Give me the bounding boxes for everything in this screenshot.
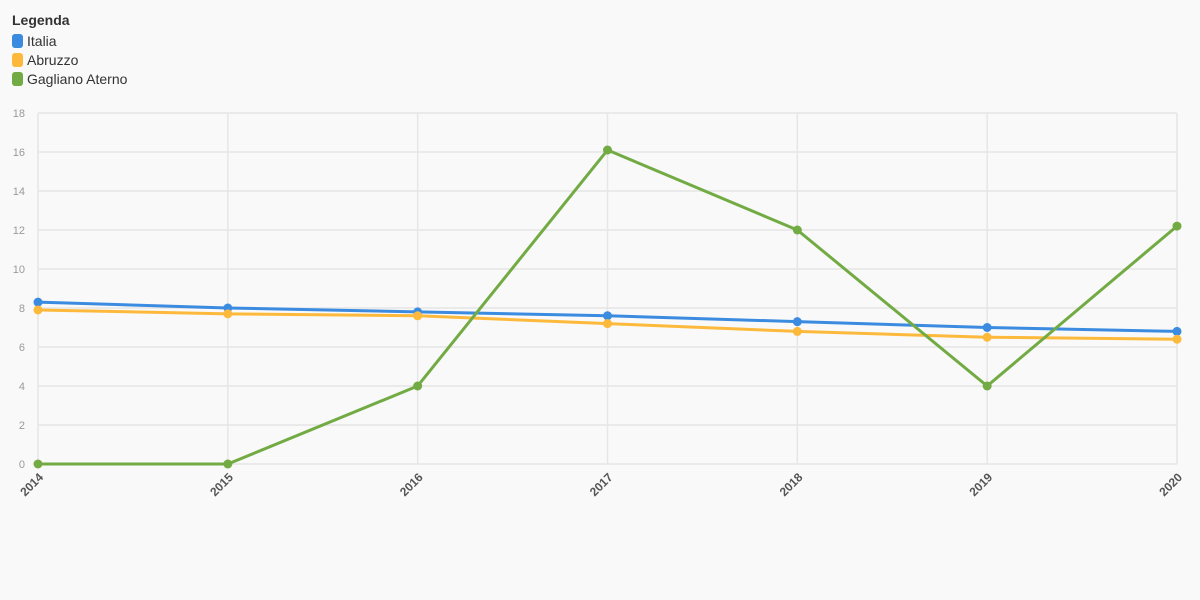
y-tick-label: 4 xyxy=(19,381,25,393)
legend-label-abruzzo: Abruzzo xyxy=(27,51,79,68)
series-gagliano-aterno xyxy=(33,145,1182,469)
data-point-abruzzo[interactable] xyxy=(33,305,43,315)
data-point-italia[interactable] xyxy=(33,297,43,307)
data-point-gagliano-aterno[interactable] xyxy=(413,381,423,391)
data-point-gagliano-aterno[interactable] xyxy=(1172,221,1182,231)
y-tick-label: 8 xyxy=(19,303,25,315)
x-tick-label: 2020 xyxy=(1156,470,1185,499)
legend-item-italia[interactable]: Italia xyxy=(12,31,127,50)
y-tick-label: 10 xyxy=(13,264,25,276)
data-point-abruzzo[interactable] xyxy=(603,319,612,329)
legend-swatch-abruzzo xyxy=(12,52,23,67)
data-point-abruzzo[interactable] xyxy=(1172,334,1182,344)
series-lines xyxy=(33,145,1182,469)
x-tick-label: 2018 xyxy=(777,470,806,499)
y-tick-label: 12 xyxy=(13,225,25,237)
legend: Legenda Italia Abruzzo Gagliano Aterno xyxy=(12,12,127,88)
legend-swatch-italia xyxy=(12,33,23,48)
legend-swatch-gagliano-aterno xyxy=(12,71,23,86)
grid-lines xyxy=(37,112,1178,465)
legend-label-gagliano-aterno: Gagliano Aterno xyxy=(27,70,128,87)
x-tick-label: 2019 xyxy=(967,470,996,499)
x-tick-label: 2016 xyxy=(397,470,426,499)
data-point-abruzzo[interactable] xyxy=(413,311,423,321)
data-point-gagliano-aterno[interactable] xyxy=(223,459,233,469)
data-point-italia[interactable] xyxy=(1172,326,1182,336)
data-point-italia[interactable] xyxy=(603,311,612,321)
x-tick-label: 2014 xyxy=(17,470,46,499)
data-point-abruzzo[interactable] xyxy=(792,326,802,336)
y-tick-label: 14 xyxy=(13,186,25,198)
x-axis-ticks: 2014 2015 2016 2017 2018 2019 2020 xyxy=(17,470,1185,499)
y-axis-ticks: 0 2 4 6 8 10 12 14 16 18 xyxy=(13,108,25,471)
y-tick-label: 6 xyxy=(19,342,25,354)
y-tick-label: 16 xyxy=(13,147,25,159)
data-point-abruzzo[interactable] xyxy=(223,309,233,319)
data-point-gagliano-aterno[interactable] xyxy=(33,459,43,469)
data-point-italia[interactable] xyxy=(792,317,802,327)
y-tick-label: 18 xyxy=(13,108,25,120)
y-tick-label: 2 xyxy=(19,420,25,432)
data-point-gagliano-aterno[interactable] xyxy=(792,225,802,235)
data-point-gagliano-aterno[interactable] xyxy=(982,381,992,391)
legend-label-italia: Italia xyxy=(27,32,57,49)
data-point-italia[interactable] xyxy=(982,323,992,332)
x-tick-label: 2017 xyxy=(587,470,616,499)
data-point-gagliano-aterno[interactable] xyxy=(603,145,612,155)
data-point-abruzzo[interactable] xyxy=(982,332,992,342)
series-abruzzo xyxy=(33,305,1182,344)
legend-item-abruzzo[interactable]: Abruzzo xyxy=(12,50,127,69)
legend-item-gagliano-aterno[interactable]: Gagliano Aterno xyxy=(12,69,127,88)
x-tick-label: 2015 xyxy=(207,470,236,499)
y-tick-label: 0 xyxy=(19,459,25,471)
legend-title: Legenda xyxy=(12,12,70,28)
